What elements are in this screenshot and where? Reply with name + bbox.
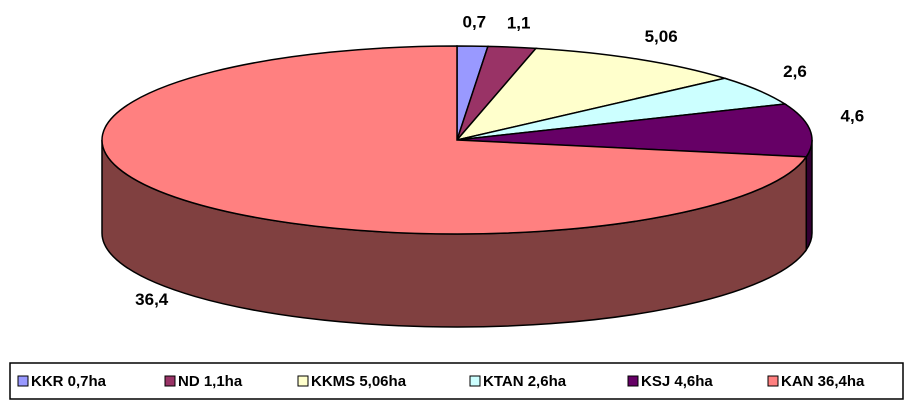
data-label: 2,6 (783, 62, 807, 81)
legend-label: KKR 0,7ha (31, 373, 107, 390)
legend-label: KSJ 4,6ha (641, 373, 713, 390)
legend: KKR 0,7ha ND 1,1ha KKMS 5,06ha KTAN 2,6ha KS… (17, 373, 865, 390)
data-label: 5,06 (645, 27, 678, 46)
data-label: 4,6 (841, 106, 865, 125)
data-label: 0,7 (463, 12, 487, 31)
legend-swatch (164, 375, 176, 387)
pie: 0,7 1,1 5,06 2,6 4,6 36,4 (101, 12, 865, 328)
legend-swatch (17, 375, 29, 387)
data-label: 1,1 (507, 13, 531, 32)
slice (454, 47, 728, 142)
legend-label: KAN 36,4ha (781, 373, 865, 390)
legend-swatch (469, 375, 481, 387)
legend-swatch (627, 375, 639, 387)
slice (101, 45, 808, 235)
legend-swatch (767, 375, 779, 387)
data-label: 36,4 (135, 290, 169, 309)
legend-box (9, 362, 904, 400)
legend-swatch (297, 375, 309, 387)
legend-label: ND 1,1ha (178, 373, 243, 390)
legend-label: KTAN 2,6ha (483, 373, 567, 390)
legend-label: KKMS 5,06ha (311, 373, 407, 390)
